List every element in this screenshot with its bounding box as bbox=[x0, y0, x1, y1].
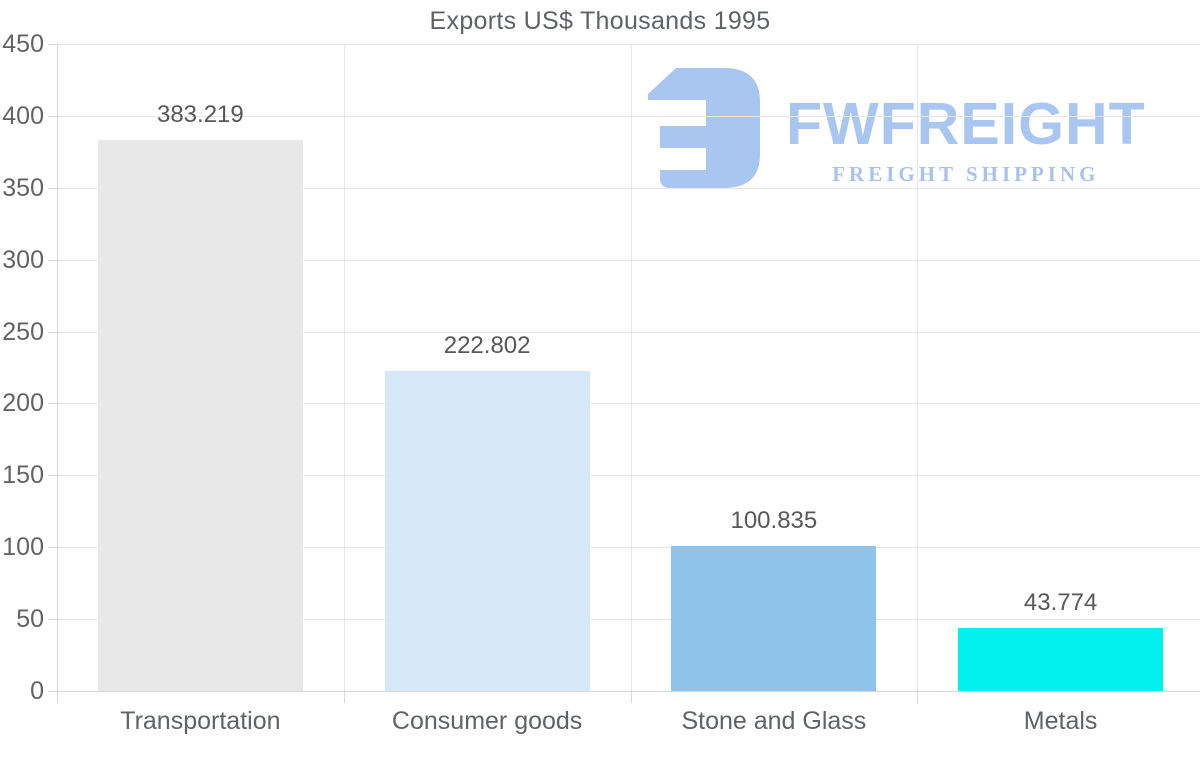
y-axis-tick-label: 200 bbox=[2, 389, 44, 418]
logo-middle-arm bbox=[660, 126, 712, 148]
gridline-y-150 bbox=[57, 475, 1200, 477]
y-axis-tick-label: 250 bbox=[2, 317, 44, 346]
y-axis-tick-label: 400 bbox=[2, 101, 44, 130]
logo-top-arm bbox=[648, 68, 712, 100]
x-axis-label-metals: Metals bbox=[1023, 707, 1098, 735]
y-tick-mark-450 bbox=[48, 44, 57, 45]
x-tick-mark-3 bbox=[917, 691, 919, 703]
x-axis-line bbox=[57, 691, 1200, 692]
gridline-y-50 bbox=[57, 619, 1200, 621]
gridline-x-3 bbox=[917, 44, 919, 691]
value-label-transportation: 383.219 bbox=[156, 101, 244, 129]
y-axis-line bbox=[57, 44, 58, 703]
logo-spine bbox=[706, 68, 760, 188]
y-axis-tick-label: 100 bbox=[2, 533, 44, 562]
y-tick-mark-350 bbox=[48, 187, 57, 189]
x-axis-label-stone-and-glass: Stone and Glass bbox=[681, 707, 867, 735]
logo-bottom-arm bbox=[660, 170, 712, 188]
logo-text: FWFREIGHT FREIGHT SHIPPING bbox=[786, 68, 1146, 187]
gridline-x-2 bbox=[630, 44, 632, 691]
x-tick-mark-2 bbox=[630, 691, 632, 703]
y-axis-tick-label: 450 bbox=[2, 30, 44, 58]
brand-name: FWFREIGHT bbox=[786, 91, 1146, 157]
y-axis-tick-label: 150 bbox=[2, 461, 44, 490]
y-tick-mark-0 bbox=[48, 691, 57, 692]
brand-tagline: FREIGHT SHIPPING bbox=[832, 162, 1100, 186]
y-axis-tick-label: 0 bbox=[30, 677, 44, 705]
gridline-y-450 bbox=[57, 44, 1200, 45]
gridline-x-1 bbox=[343, 44, 345, 691]
y-axis-tick-label: 350 bbox=[2, 173, 44, 202]
gridline-y-300 bbox=[57, 259, 1200, 261]
y-axis-tick-label: 300 bbox=[2, 245, 44, 274]
y-axis-tick-label: 50 bbox=[16, 605, 44, 634]
gridline-y-200 bbox=[57, 403, 1200, 405]
chart-title: Exports US$ Thousands 1995 bbox=[429, 7, 771, 35]
value-label-consumer-goods: 222.802 bbox=[443, 331, 531, 359]
value-label-metals: 43.774 bbox=[1023, 589, 1098, 617]
y-tick-mark-100 bbox=[48, 547, 57, 549]
y-tick-mark-250 bbox=[48, 331, 57, 333]
y-tick-mark-50 bbox=[48, 619, 57, 621]
y-tick-mark-200 bbox=[48, 403, 57, 405]
freight-logo-icon bbox=[648, 68, 760, 188]
gridline-y-100 bbox=[57, 547, 1200, 549]
y-tick-mark-300 bbox=[48, 259, 57, 261]
y-tick-mark-150 bbox=[48, 475, 57, 477]
bar-stone-and-glass bbox=[671, 546, 877, 691]
y-tick-mark-400 bbox=[48, 115, 57, 117]
bar-consumer-goods bbox=[384, 370, 590, 691]
x-axis-label-transportation: Transportation bbox=[120, 707, 281, 735]
x-tick-mark-1 bbox=[343, 691, 345, 703]
brand-logo: FWFREIGHT FREIGHT SHIPPING bbox=[648, 68, 1146, 188]
x-axis-label-consumer-goods: Consumer goods bbox=[391, 707, 583, 735]
gridline-y-250 bbox=[57, 331, 1200, 333]
bar-metals bbox=[958, 628, 1164, 691]
gridline-y-350 bbox=[57, 187, 1200, 189]
bar-transportation bbox=[97, 140, 303, 691]
value-label-stone-and-glass: 100.835 bbox=[730, 507, 818, 535]
gridline-y-400 bbox=[57, 115, 1200, 117]
